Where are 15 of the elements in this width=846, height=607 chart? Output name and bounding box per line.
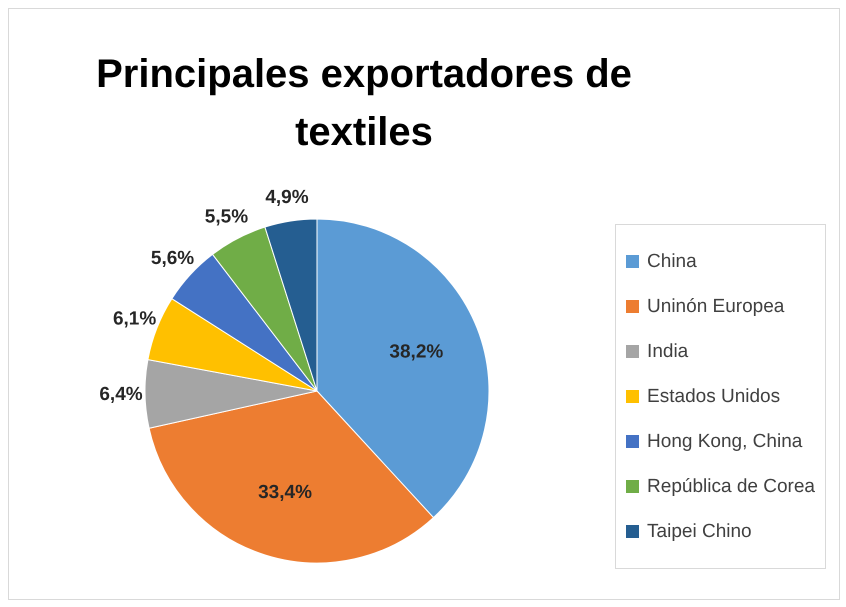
data-label: 5,5%	[204, 206, 248, 228]
legend-label: República de Corea	[647, 476, 815, 498]
legend-label: China	[647, 250, 697, 272]
data-label: 5,6%	[150, 248, 194, 270]
data-label: 6,4%	[99, 384, 143, 405]
legend-label: Estados Unidos	[647, 386, 780, 408]
legend-label: Uninón Europea	[647, 296, 784, 318]
data-label: 6,1%	[112, 308, 156, 330]
data-label: 38,2%	[389, 342, 444, 363]
legend-label: India	[647, 340, 688, 362]
data-label: 4,9%	[265, 186, 309, 208]
data-label: 33,4%	[258, 482, 312, 504]
legend-label: Taipei Chino	[647, 520, 752, 542]
chart-title: Principales exportadores de textiles	[95, 51, 633, 156]
legend-label: Hong Kong, China	[647, 430, 802, 452]
